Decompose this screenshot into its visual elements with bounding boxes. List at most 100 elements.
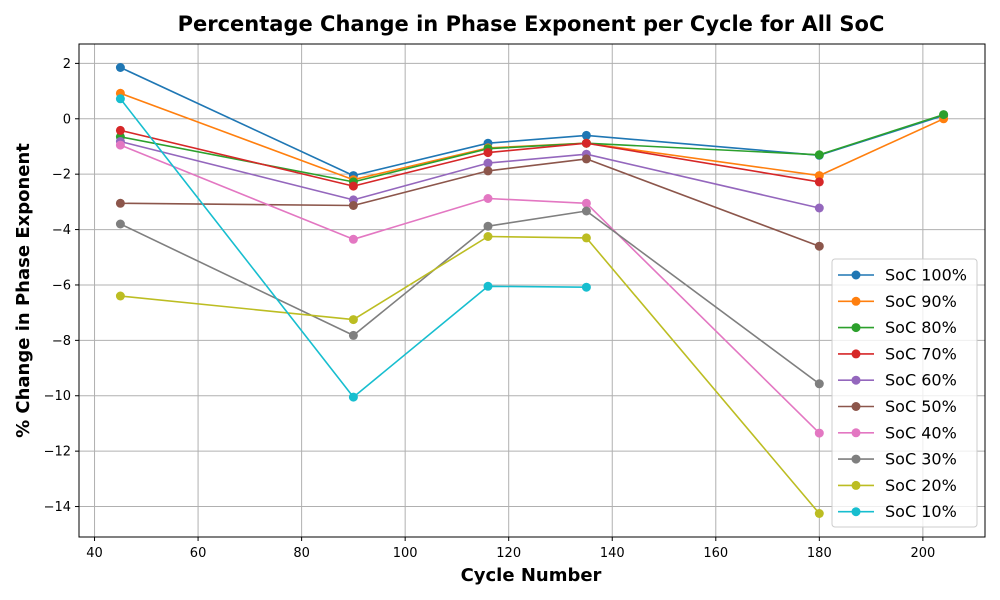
legend-label: SoC 40% bbox=[885, 423, 957, 442]
x-tick-label: 160 bbox=[703, 546, 728, 561]
legend-entry: SoC 10% bbox=[838, 502, 957, 521]
legend-marker bbox=[851, 270, 861, 280]
legend-label: SoC 60% bbox=[885, 371, 957, 390]
axis-ticks: 40 60 80 100 120 140 160 180 200 2 0 −2 −4 −6 −8 −10 −12… bbox=[44, 57, 936, 561]
legend-label: SoC 100% bbox=[885, 266, 967, 285]
data-point bbox=[814, 171, 824, 181]
data-point bbox=[348, 181, 358, 191]
data-point bbox=[348, 201, 358, 210]
series-line bbox=[120, 210, 820, 385]
series-line bbox=[120, 129, 820, 187]
data-point bbox=[115, 125, 125, 135]
legend-entry: SoC 50% bbox=[838, 397, 957, 416]
legend-marker bbox=[851, 375, 861, 385]
legend-marker bbox=[851, 507, 861, 517]
legend-frame bbox=[831, 258, 978, 528]
legend-entry: SoC 90% bbox=[838, 292, 957, 311]
series-soc-10 bbox=[115, 94, 591, 402]
legend-marker bbox=[851, 323, 861, 333]
chart-title: Percentage Change in Phase Exponent per … bbox=[178, 12, 885, 36]
data-point bbox=[483, 232, 493, 241]
x-tick-label: 80 bbox=[293, 546, 310, 561]
series-soc-90 bbox=[115, 88, 949, 185]
data-point bbox=[581, 138, 591, 148]
x-tick-label: 60 bbox=[190, 546, 207, 561]
x-tick-label: 200 bbox=[910, 546, 935, 561]
data-point bbox=[348, 234, 358, 244]
legend-entry: SoC 40% bbox=[838, 423, 957, 442]
data-point bbox=[115, 94, 125, 104]
data-point bbox=[348, 330, 358, 340]
legend-entry: SoC 60% bbox=[838, 371, 957, 390]
legend-marker bbox=[851, 402, 861, 411]
data-point bbox=[483, 148, 493, 158]
data-point bbox=[939, 110, 949, 120]
x-tick-label: 120 bbox=[496, 546, 521, 561]
series-soc-40 bbox=[115, 140, 824, 438]
legend-entry: SoC 30% bbox=[838, 450, 957, 469]
x-tick-label: 140 bbox=[600, 546, 625, 561]
data-point bbox=[581, 233, 591, 243]
data-point bbox=[814, 428, 824, 438]
legend-label: SoC 80% bbox=[885, 318, 957, 337]
data-point bbox=[814, 509, 824, 518]
legend-entry: SoC 20% bbox=[838, 476, 957, 495]
data-point bbox=[483, 221, 493, 231]
legend-marker bbox=[851, 480, 861, 490]
legend-entry: SoC 100% bbox=[838, 266, 967, 285]
legend-label: SoC 70% bbox=[885, 344, 957, 363]
y-tick-label: 0 bbox=[63, 112, 71, 127]
data-point bbox=[348, 315, 358, 325]
y-tick-label: 2 bbox=[63, 57, 71, 72]
legend-label: SoC 50% bbox=[885, 397, 957, 416]
data-point bbox=[581, 282, 591, 292]
series-lines bbox=[115, 63, 949, 518]
data-point bbox=[581, 154, 591, 164]
legend-entry: SoC 80% bbox=[838, 318, 957, 337]
legend-marker bbox=[851, 428, 861, 438]
y-tick-label: −10 bbox=[44, 389, 71, 404]
data-point bbox=[814, 203, 824, 213]
series-soc-100 bbox=[115, 63, 949, 181]
y-tick-label: −12 bbox=[44, 445, 71, 460]
data-point bbox=[115, 291, 125, 301]
x-axis-label: Cycle Number bbox=[461, 565, 602, 586]
legend-entry: SoC 70% bbox=[838, 344, 957, 363]
data-point bbox=[814, 379, 824, 389]
legend-label: SoC 20% bbox=[885, 476, 957, 495]
plot-frame bbox=[78, 43, 986, 538]
series-line bbox=[120, 113, 944, 183]
series-line bbox=[120, 235, 820, 515]
data-point bbox=[581, 198, 591, 208]
data-point bbox=[115, 63, 125, 72]
series-line bbox=[120, 92, 944, 181]
series-soc-30 bbox=[115, 206, 824, 389]
series-line bbox=[119, 98, 587, 398]
y-tick-label: −2 bbox=[52, 168, 71, 183]
y-tick-label: −4 bbox=[52, 223, 71, 238]
data-point bbox=[814, 150, 824, 160]
data-point bbox=[483, 194, 493, 203]
legend-label: SoC 30% bbox=[885, 450, 957, 469]
y-axis-label: % Change in Phase Exponent bbox=[13, 143, 34, 438]
data-point bbox=[581, 206, 591, 216]
data-point bbox=[483, 158, 493, 168]
legend-marker bbox=[851, 454, 861, 464]
x-tick-label: 180 bbox=[807, 546, 832, 561]
x-tick-label: 100 bbox=[393, 546, 418, 561]
y-tick-label: −6 bbox=[52, 278, 71, 293]
legend: SoC 100% SoC 90% SoC 80% SoC 70% SoC 60% SoC … bbox=[831, 258, 978, 528]
data-point bbox=[115, 219, 125, 229]
y-tick-label: −14 bbox=[44, 500, 71, 515]
series-soc-70 bbox=[115, 125, 824, 191]
legend-label: SoC 10% bbox=[885, 502, 957, 521]
data-point bbox=[814, 241, 824, 251]
legend-marker bbox=[851, 296, 861, 306]
data-point bbox=[348, 392, 358, 402]
x-tick-label: 40 bbox=[86, 546, 103, 561]
data-point bbox=[814, 177, 824, 187]
series-soc-20 bbox=[115, 232, 824, 518]
data-point bbox=[581, 130, 591, 140]
legend-marker bbox=[851, 349, 861, 359]
